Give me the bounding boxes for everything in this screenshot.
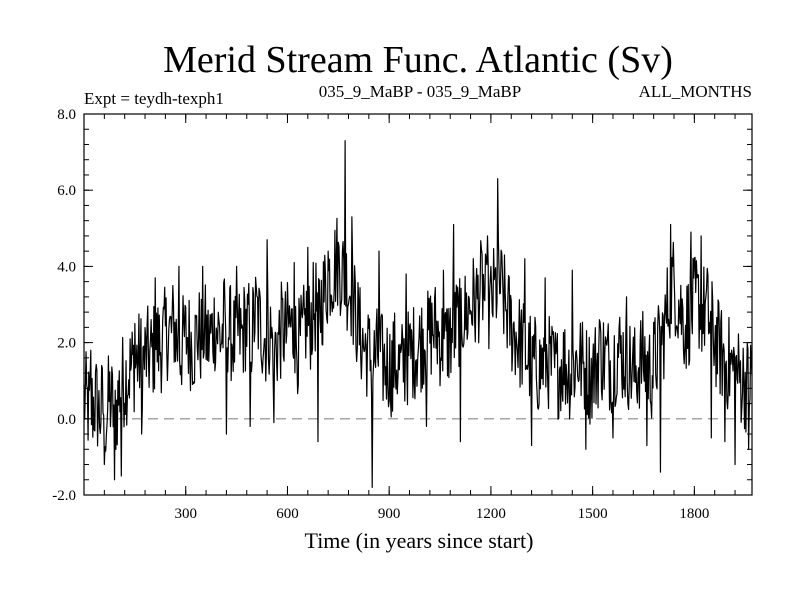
y-tick-label: -2.0 (52, 488, 76, 504)
y-tick-label: 8.0 (57, 107, 76, 123)
subtitle-left: Expt = teydh-texph1 (84, 89, 224, 108)
plot-frame (83, 113, 753, 496)
y-tick-label: 6.0 (57, 183, 76, 199)
series-layer (83, 140, 753, 488)
x-tick-label: 1800 (679, 506, 709, 522)
x-tick-label: 300 (174, 506, 197, 522)
tick-label-layer: -2.0 0.0 2.0 4.0 6.0 8.0 300 600 900 1200 1500 1800 (52, 107, 709, 522)
y-tick-label: 2.0 (57, 336, 76, 352)
x-tick-label: 900 (378, 506, 401, 522)
chart-title: Merid Stream Func. Atlantic (Sv) (163, 39, 673, 81)
subtitle-center: 035_9_MaBP - 035_9_MaBP (319, 82, 521, 101)
y-tick-label: 4.0 (57, 259, 76, 275)
subtitle-right: ALL_MONTHS (639, 82, 752, 101)
tick-layer (84, 113, 752, 496)
x-tick-label: 1200 (476, 506, 506, 522)
x-axis-label: Time (in years since start) (305, 528, 534, 553)
x-tick-label: 600 (276, 506, 299, 522)
x-tick-label: 1500 (578, 506, 608, 522)
y-tick-label: 0.0 (57, 412, 76, 428)
series-line-amoc (83, 140, 753, 488)
